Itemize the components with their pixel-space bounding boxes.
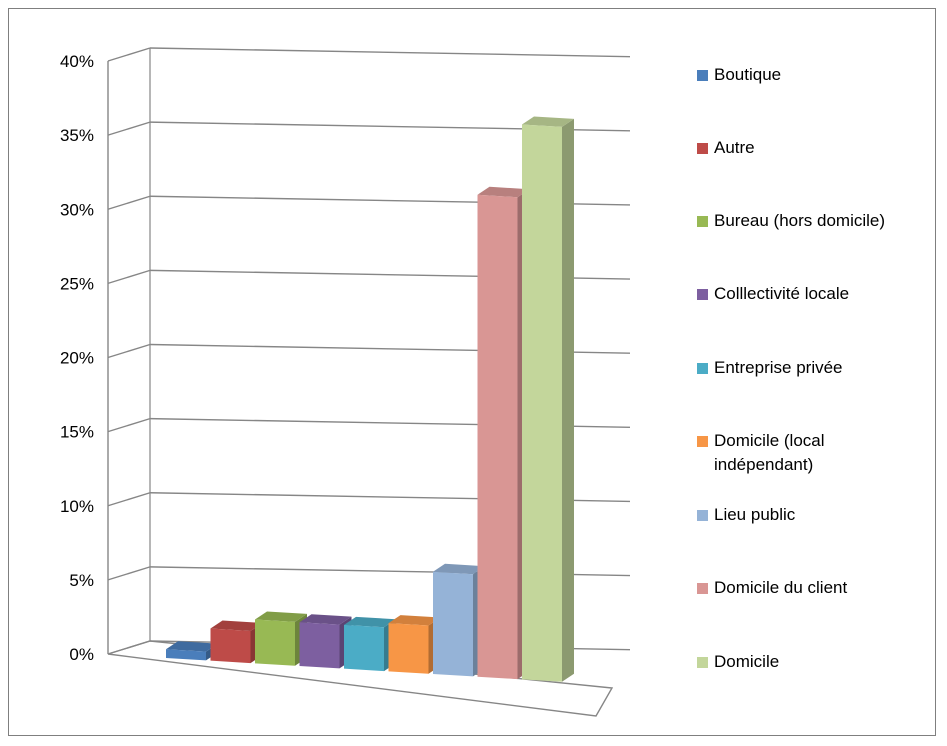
y-tick-label: 30% — [60, 200, 94, 219]
chart-plot: 0% 5% 10% 15% 20% 25% 30% 35% 40% — [60, 47, 631, 717]
legend-label: Domicile — [714, 652, 780, 671]
legend-label: Colllectivité locale — [714, 284, 850, 303]
y-tick-label: 35% — [60, 126, 94, 145]
legend-item: Colllectivité locale — [697, 282, 939, 306]
legend-item: Domicile (local indépendant) — [697, 429, 939, 477]
bar-top-5 — [388, 615, 441, 626]
bar-top-3 — [299, 614, 352, 625]
legend-item: Bureau (hors domicile) — [697, 209, 939, 233]
y-tick-label: 20% — [60, 349, 94, 368]
legend-swatch — [697, 583, 708, 594]
legend-swatch — [697, 657, 708, 668]
bar-6 — [433, 571, 473, 677]
y-tick-label: 10% — [60, 497, 94, 516]
legend-label: Domicile (local indépendant) — [714, 431, 825, 474]
bar-4 — [344, 624, 384, 672]
back-gridline — [149, 47, 631, 58]
bar-top-4 — [344, 616, 396, 628]
bar-0 — [166, 649, 206, 661]
legend-item: Boutique — [697, 63, 939, 87]
legend-label: Entreprise privée — [714, 358, 843, 377]
legend-item: Domicile du client — [697, 576, 939, 600]
bar-top-2 — [255, 611, 307, 622]
bar-side-8 — [562, 118, 574, 682]
y-tick-label: 40% — [60, 52, 94, 71]
legend-item: Entreprise privée — [697, 356, 939, 380]
legend-label: Autre — [714, 138, 755, 157]
legend-label: Domicile du client — [714, 578, 848, 597]
legend-swatch — [697, 289, 708, 300]
bar-5 — [388, 623, 429, 674]
legend-label: Boutique — [714, 65, 782, 84]
bar-8 — [522, 124, 562, 682]
y-tick-label: 5% — [69, 571, 94, 590]
bar-top-1 — [210, 620, 263, 631]
bar-1 — [210, 628, 251, 664]
y-tick-label: 0% — [69, 645, 94, 664]
side-gridline — [107, 343, 151, 359]
bar-top-0 — [166, 641, 218, 652]
legend-item: Autre — [697, 136, 939, 160]
side-gridline — [107, 417, 151, 433]
y-tick-label: 15% — [60, 423, 94, 442]
legend-swatch — [697, 216, 708, 227]
side-gridline — [107, 47, 151, 62]
bar-2 — [255, 619, 295, 666]
legend-label: Lieu public — [714, 505, 796, 524]
y-tick-label: 25% — [60, 274, 94, 293]
side-gridline — [107, 492, 151, 507]
bar-3 — [299, 622, 340, 669]
chart-frame: 0% 5% 10% 15% 20% 25% 30% 35% 40% Boutique Autre B… — [8, 8, 936, 736]
side-gridline — [107, 195, 151, 210]
legend-swatch — [697, 436, 708, 447]
bar-top-8 — [522, 116, 574, 127]
bar-top-7 — [477, 186, 530, 198]
chart-floor — [107, 640, 614, 717]
legend-label: Bureau (hors domicile) — [714, 211, 886, 230]
legend-item: Domicile — [697, 650, 939, 674]
side-gridline — [107, 269, 151, 285]
bar-7 — [477, 194, 518, 680]
legend-swatch — [697, 70, 708, 81]
side-gridline — [107, 566, 151, 581]
side-gridline — [107, 121, 151, 136]
legend-item: Lieu public — [697, 503, 939, 527]
bar-top-6 — [433, 563, 485, 575]
legend-swatch — [697, 143, 708, 154]
legend-swatch — [697, 510, 708, 521]
legend-swatch — [697, 363, 708, 374]
